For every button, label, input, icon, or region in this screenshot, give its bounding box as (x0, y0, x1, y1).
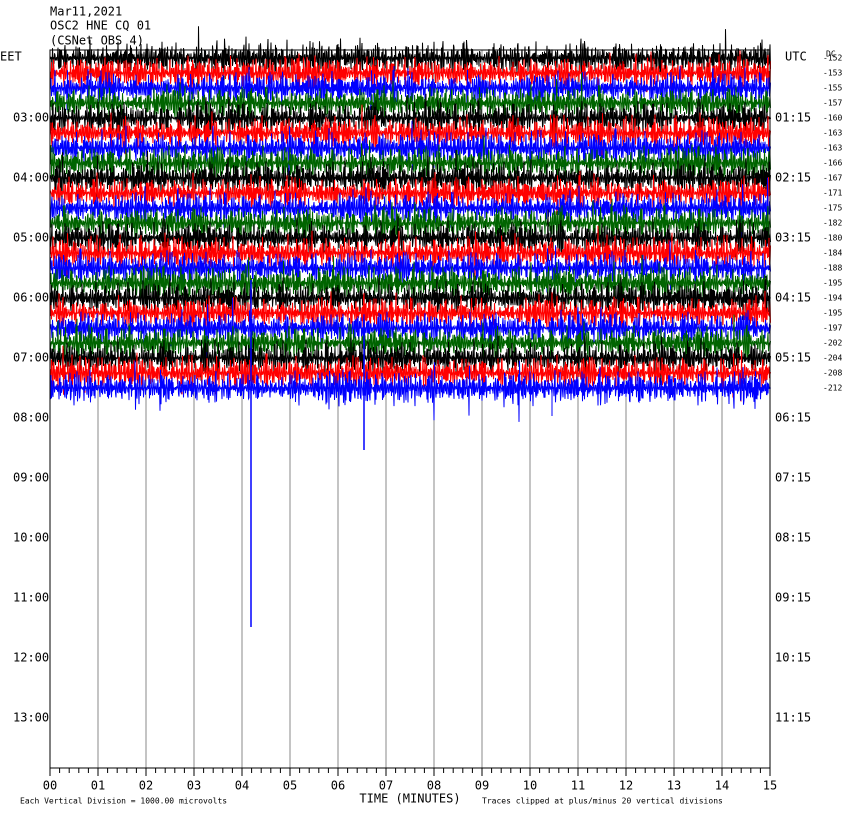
x-tick-label: 08 (427, 779, 441, 793)
trace (49, 72, 771, 141)
x-tick-label: 09 (475, 779, 489, 793)
trace (49, 65, 771, 111)
right-hour-label: 02:15 (775, 171, 811, 185)
offset-label: -163 (823, 144, 842, 153)
x-tick-label: 11 (571, 779, 585, 793)
trace (49, 225, 771, 281)
station: OSC2 HNE CQ 01 (50, 19, 151, 33)
offset-label: -152 (823, 54, 842, 63)
trace (49, 104, 771, 158)
x-tick-label: 07 (379, 779, 393, 793)
left-hour-label: 12:00 (13, 651, 49, 665)
network: (CSNet OBS 4) (50, 34, 144, 48)
offset-label: -153 (823, 69, 842, 78)
trace (49, 297, 771, 366)
offset-label: -204 (823, 354, 842, 363)
left-hour-label: 05:00 (13, 231, 49, 245)
offset-label: -182 (823, 219, 842, 228)
offset-label: -194 (823, 294, 842, 303)
offset-label: -202 (823, 339, 842, 348)
left-hour-label: 11:00 (13, 591, 49, 605)
right-hour-label: 07:15 (775, 471, 811, 485)
clip-note: Traces clipped at plus/minus 20 vertical… (482, 797, 723, 806)
offset-label: -208 (823, 369, 842, 378)
x-tick-label: 10 (523, 779, 537, 793)
left-hour-label: 08:00 (13, 411, 49, 425)
trace (49, 177, 771, 246)
x-tick-label: 01 (91, 779, 105, 793)
offset-label: -175 (823, 204, 842, 213)
x-tick-label: 02 (139, 779, 153, 793)
right-hour-label: 11:15 (775, 711, 811, 725)
offset-label: -195 (823, 279, 842, 288)
right-hour-label: 01:15 (775, 111, 811, 125)
offset-label: -163 (823, 129, 842, 138)
x-tick-label: 13 (667, 779, 681, 793)
plot-frame (49, 49, 771, 769)
left-axis-title: EET (0, 50, 22, 64)
right-hour-label: 08:15 (775, 531, 811, 545)
offset-label: -166 (823, 159, 842, 168)
trace (49, 198, 771, 246)
left-hour-label: 06:00 (13, 291, 49, 305)
x-tick-label: 00 (43, 779, 57, 793)
x-tick-label: 06 (331, 779, 345, 793)
left-hour-label: 07:00 (13, 351, 49, 365)
trace (49, 93, 771, 139)
offset-label: -157 (823, 99, 842, 108)
offset-label: -160 (823, 114, 842, 123)
x-tick-label: 05 (283, 779, 297, 793)
left-hour-label: 10:00 (13, 531, 49, 545)
right-axis-title: UTC (785, 50, 807, 64)
left-hour-label: 03:00 (13, 111, 49, 125)
traces (49, 26, 771, 627)
left-hour-label: 09:00 (13, 471, 49, 485)
offset-label: -212 (823, 384, 842, 393)
trace (49, 135, 771, 192)
scale-note: Each Vertical Division = 1000.00 microvo… (20, 797, 227, 806)
offset-title: DC (826, 50, 836, 59)
trace (49, 335, 771, 386)
offset-label: -197 (823, 324, 842, 333)
trace (49, 360, 771, 422)
right-hour-label: 05:15 (775, 351, 811, 365)
x-axis-title: TIME (MINUTES) (359, 792, 460, 806)
right-hour-label: 09:15 (775, 591, 811, 605)
right-hour-label: 03:15 (775, 231, 811, 245)
x-tick-label: 12 (619, 779, 633, 793)
date: Mar11,2021 (50, 5, 122, 19)
trace (49, 120, 771, 176)
x-tick-label: 03 (187, 779, 201, 793)
trace (49, 290, 771, 336)
left-hour-label: 13:00 (13, 711, 49, 725)
x-tick-label: 14 (715, 779, 729, 793)
offset-label: -195 (823, 309, 842, 318)
x-tick-label: 15 (763, 779, 777, 793)
offset-label: -184 (823, 249, 842, 258)
right-hour-label: 04:15 (775, 291, 811, 305)
right-hour-label: 10:15 (775, 651, 811, 665)
offset-label: -180 (823, 234, 842, 243)
trace (49, 209, 771, 261)
offset-label: -188 (823, 264, 842, 273)
right-hour-label: 06:15 (775, 411, 811, 425)
offset-label: -155 (823, 84, 842, 93)
x-tick-label: 04 (235, 779, 249, 793)
trace (49, 240, 771, 297)
trace (49, 149, 771, 212)
left-hour-label: 04:00 (13, 171, 49, 185)
offset-label: -171 (823, 189, 842, 198)
offset-label: -167 (823, 174, 842, 183)
